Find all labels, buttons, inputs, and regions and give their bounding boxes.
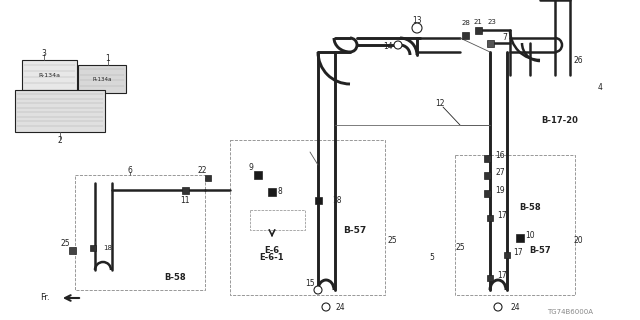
Text: 12: 12 <box>435 99 445 108</box>
Text: 7: 7 <box>502 33 508 42</box>
Text: 15: 15 <box>305 279 315 289</box>
Text: 24: 24 <box>335 302 345 311</box>
Text: 8: 8 <box>278 187 282 196</box>
Bar <box>487 215 493 221</box>
Text: E-6: E-6 <box>264 245 280 254</box>
Bar <box>15 90 105 132</box>
Text: 14: 14 <box>383 42 393 51</box>
Bar <box>461 31 468 38</box>
Bar <box>75 175 205 290</box>
Bar <box>483 189 490 196</box>
Text: 25: 25 <box>60 238 70 247</box>
Text: 5: 5 <box>429 252 435 261</box>
Bar <box>254 171 262 179</box>
Text: Fr.: Fr. <box>40 292 50 301</box>
Text: 9: 9 <box>248 163 253 172</box>
Text: 24: 24 <box>510 302 520 311</box>
Text: 18: 18 <box>332 196 342 204</box>
Text: 10: 10 <box>525 230 535 239</box>
Text: B-58: B-58 <box>164 274 186 283</box>
Text: 22: 22 <box>197 165 207 174</box>
Text: 23: 23 <box>488 19 497 25</box>
Text: 13: 13 <box>412 15 422 25</box>
Bar <box>483 155 490 162</box>
Bar <box>90 245 96 251</box>
Bar <box>487 275 493 281</box>
Text: 17: 17 <box>497 270 507 279</box>
Text: 28: 28 <box>461 20 470 26</box>
Bar <box>314 196 321 204</box>
Bar <box>268 188 276 196</box>
Bar <box>22 60 77 90</box>
Bar <box>504 252 510 258</box>
Text: B-17-20: B-17-20 <box>541 116 579 124</box>
Text: B-57: B-57 <box>529 245 551 254</box>
Text: 17: 17 <box>497 211 507 220</box>
Text: E-6-1: E-6-1 <box>260 253 284 262</box>
Text: 16: 16 <box>495 150 505 159</box>
Circle shape <box>322 303 330 311</box>
Text: B-57: B-57 <box>344 226 367 235</box>
Text: 18: 18 <box>103 245 112 251</box>
Bar <box>483 172 490 179</box>
Bar <box>182 187 189 194</box>
Bar <box>250 210 305 230</box>
Text: TG74B6000A: TG74B6000A <box>547 309 593 315</box>
Circle shape <box>394 41 402 49</box>
Text: 19: 19 <box>495 186 505 195</box>
Bar <box>455 155 575 295</box>
Text: 2: 2 <box>58 135 62 145</box>
Bar <box>474 27 481 34</box>
Circle shape <box>314 286 322 294</box>
Circle shape <box>494 303 502 311</box>
Text: 4: 4 <box>598 83 602 92</box>
Text: 21: 21 <box>474 19 483 25</box>
Bar <box>78 65 126 93</box>
Text: R-134a: R-134a <box>92 76 112 82</box>
Text: 20: 20 <box>573 236 583 244</box>
Circle shape <box>412 23 422 33</box>
Text: 11: 11 <box>180 196 189 204</box>
Text: 27: 27 <box>495 167 505 177</box>
Text: R-134a: R-134a <box>38 73 60 77</box>
Text: 25: 25 <box>455 243 465 252</box>
Text: 6: 6 <box>127 165 132 174</box>
Bar <box>205 175 211 181</box>
Text: 1: 1 <box>106 53 110 62</box>
Bar <box>516 234 524 242</box>
Bar <box>486 39 493 46</box>
Text: 25: 25 <box>387 236 397 244</box>
Text: 26: 26 <box>573 55 583 65</box>
Bar <box>230 140 385 295</box>
Text: 3: 3 <box>42 49 47 58</box>
Bar <box>68 246 76 253</box>
Text: B-58: B-58 <box>519 203 541 212</box>
Text: 17: 17 <box>513 247 523 257</box>
